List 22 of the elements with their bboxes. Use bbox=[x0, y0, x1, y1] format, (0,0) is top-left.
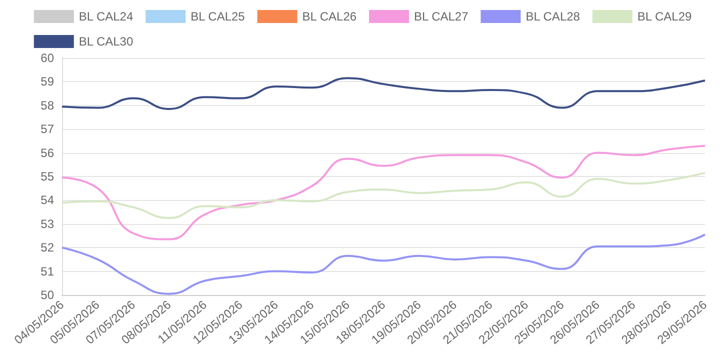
legend-label: BL CAL26 bbox=[302, 10, 357, 24]
y-tick-label: 52 bbox=[40, 240, 54, 255]
y-tick-label: 55 bbox=[40, 170, 54, 184]
y-tick-label: 59 bbox=[40, 74, 54, 89]
y-tick-label: 57 bbox=[40, 122, 54, 136]
legend-label: BL CAL27 bbox=[414, 10, 469, 24]
line-series bbox=[61, 234, 706, 295]
y-tick-label: 56 bbox=[40, 146, 54, 160]
legend-label: BL CAL24 bbox=[78, 10, 134, 24]
legend-label: BL CAL25 bbox=[190, 10, 246, 24]
y-tick-label: 60 bbox=[40, 51, 54, 65]
line-series bbox=[61, 144, 706, 240]
legend-label: BL CAL29 bbox=[637, 10, 692, 24]
y-tick-label: 50 bbox=[40, 288, 54, 302]
y-tick-label: 58 bbox=[40, 98, 54, 112]
y-tick-label: 53 bbox=[40, 216, 54, 231]
y-tick-label: 51 bbox=[40, 264, 54, 278]
line-series bbox=[61, 77, 706, 110]
y-tick-label: 54 bbox=[40, 193, 54, 208]
legend-label: BL CAL28 bbox=[526, 10, 580, 24]
legend-label: BL CAL30 bbox=[78, 34, 134, 48]
line-series bbox=[61, 172, 706, 219]
